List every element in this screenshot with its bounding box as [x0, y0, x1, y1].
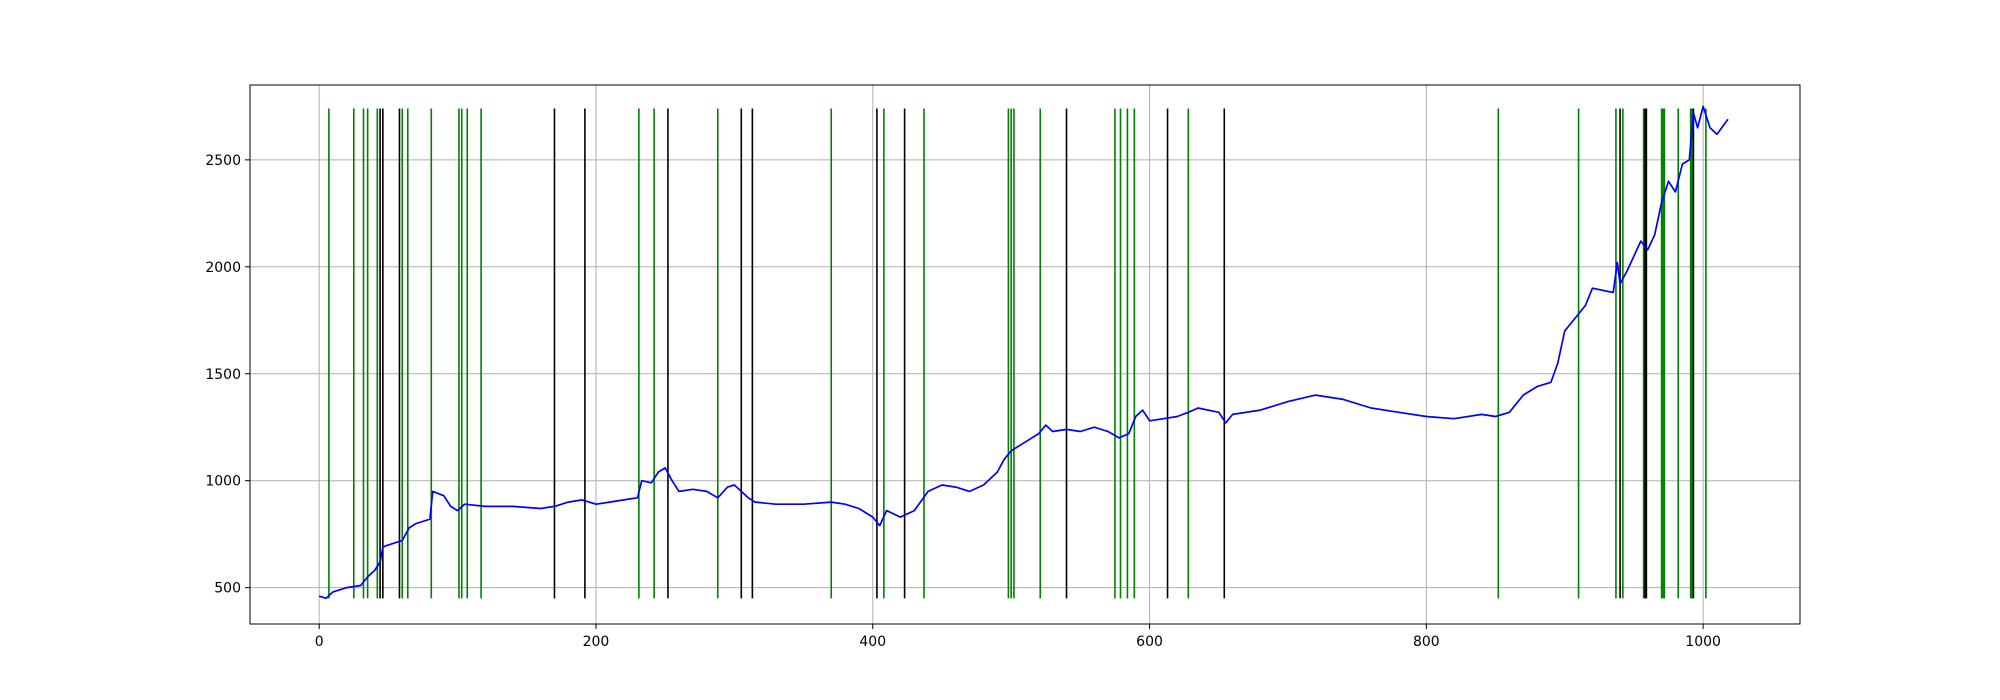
x-tick-label: 200	[583, 634, 610, 650]
series-line	[318, 105, 1729, 600]
y-tick-label: 2500	[205, 153, 241, 169]
x-tick-label: 400	[859, 634, 886, 650]
axis-ticks: 0 200 400 600 800 1000 500 1000 1500 2000 2500	[205, 153, 1721, 650]
x-tick-label: 1000	[1685, 634, 1721, 650]
y-tick-label: 2000	[205, 260, 241, 276]
plot-frame	[249, 84, 1801, 625]
y-tick-label: 1500	[205, 367, 241, 383]
x-tick-label: 600	[1136, 634, 1163, 650]
y-tick-label: 1000	[205, 474, 241, 490]
event-lines	[328, 108, 1707, 599]
x-tick-label: 800	[1413, 634, 1440, 650]
series-lines	[318, 105, 1729, 600]
x-tick-label: 0	[315, 634, 324, 650]
y-tick-label: 500	[214, 581, 241, 597]
grid-lines	[250, 85, 1800, 624]
